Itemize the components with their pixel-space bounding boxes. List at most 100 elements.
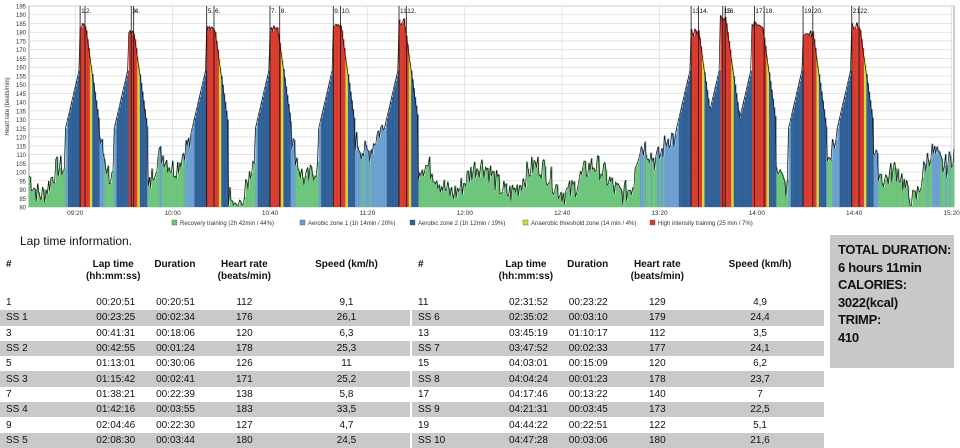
hr-zone-bar xyxy=(167,172,170,207)
hr-zone-bar xyxy=(165,163,167,207)
lap-cell: 00:20:51 xyxy=(156,297,195,309)
hr-zone-bar xyxy=(266,81,268,207)
hr-zone-bar xyxy=(736,93,738,207)
hr-zone-bar xyxy=(279,42,282,208)
lap-marker-label: 10. xyxy=(342,8,351,15)
lap-cell: 00:23:25 xyxy=(82,310,145,326)
hr-zone-bar xyxy=(803,36,805,208)
hr-zone-bar xyxy=(816,56,818,208)
hr-zone-bar xyxy=(879,174,882,207)
hr-zone-bar xyxy=(495,189,497,207)
hr-zone-bar xyxy=(514,188,517,207)
hr-zone-bar xyxy=(604,162,607,207)
hr-zone-bar xyxy=(83,24,86,208)
hr-zone-bar xyxy=(517,184,519,207)
hr-zone-bar xyxy=(133,33,136,207)
hr-zone-bar xyxy=(262,96,265,207)
hr-zone-bar xyxy=(674,146,676,207)
lap-cell: 00:42:55 xyxy=(82,340,145,357)
lap-cell: 176 xyxy=(205,310,283,326)
hr-zone-bar xyxy=(631,194,633,207)
hr-zone-bar xyxy=(786,196,788,207)
hr-zone-bar xyxy=(52,177,54,207)
hr-zone-bar xyxy=(416,105,418,207)
hr-zone-bar xyxy=(603,164,605,207)
trimp-value: 410 xyxy=(838,329,859,345)
hr-zone-bar xyxy=(210,29,212,207)
lap-cell: 129 xyxy=(648,297,666,309)
hr-zone-bar xyxy=(308,180,311,207)
hr-zone-bar xyxy=(71,102,74,207)
lap-cell: 4,7 xyxy=(339,419,354,431)
hr-zone-bar xyxy=(207,29,210,208)
hr-zone-bar xyxy=(99,137,102,207)
hr-zone-bar xyxy=(877,153,879,207)
hr-zone-bar xyxy=(862,47,865,207)
y-tick-label: 165 xyxy=(16,57,27,63)
hr-zone-bar xyxy=(895,167,897,207)
hr-zone-bar xyxy=(168,167,171,207)
hr-zone-bar xyxy=(940,155,943,207)
hr-zone-bar xyxy=(311,166,313,207)
hr-zone-bar xyxy=(142,91,144,207)
hr-zone-bar xyxy=(161,163,164,207)
hr-zone-bar xyxy=(686,86,688,207)
hr-zone-bar xyxy=(756,25,759,208)
hr-zone-bar xyxy=(482,169,485,207)
y-tick-label: 175 xyxy=(16,39,27,45)
hr-zone-bar xyxy=(548,182,551,207)
hr-zone-bar xyxy=(195,112,198,207)
hr-zone-bar xyxy=(737,102,739,207)
lap-cell: 00:03:55 xyxy=(144,402,206,418)
hr-zone-bar xyxy=(312,174,315,207)
hr-zone-bar xyxy=(943,172,945,207)
lap-cell: 25,2 xyxy=(282,371,410,387)
hr-zone-bar xyxy=(465,186,468,207)
lap-header-cell: Lap time (hh:mm:ss) xyxy=(498,259,554,282)
hr-zone-bar xyxy=(405,26,407,208)
hr-zone-bar xyxy=(251,173,254,207)
hr-zone-bar xyxy=(95,100,98,207)
hr-zone-bar xyxy=(177,161,179,207)
lap-cell: 00:13:22 xyxy=(568,388,608,400)
hr-zone-bar xyxy=(610,182,613,207)
y-tick-label: 95 xyxy=(19,179,26,185)
hr-zone-bar xyxy=(399,19,401,208)
hr-zone-bar xyxy=(397,70,400,208)
lap-cell: 23,7 xyxy=(696,371,824,387)
hr-zone-bar xyxy=(796,91,799,207)
hr-zone-bar xyxy=(61,175,64,207)
hr-zone-bar xyxy=(941,158,944,207)
lap-cell: 04:21:31 xyxy=(494,402,557,418)
hr-zone-bar xyxy=(353,117,356,207)
lap-cell: 01:38:21 xyxy=(96,388,136,400)
hr-zone-bar xyxy=(237,205,239,207)
lap-cell: 17 xyxy=(418,388,430,400)
hr-zone-bar xyxy=(542,161,545,207)
hr-zone-bar xyxy=(459,189,462,207)
hr-zone-bar xyxy=(70,107,72,207)
lap-cell: 9 xyxy=(6,419,12,431)
hr-zone-bar xyxy=(389,107,391,207)
hr-zone-bar xyxy=(558,198,560,207)
hr-zone-bar xyxy=(922,177,924,207)
lap-cell: 00:03:10 xyxy=(556,310,619,326)
hr-zone-bar xyxy=(361,159,363,207)
hr-zone-bar xyxy=(531,156,534,207)
hr-zone-bar xyxy=(400,24,402,207)
hr-zone-bar xyxy=(671,132,674,207)
lap-row: 15 04:03:01 00:15:09 120 6,2 xyxy=(412,356,824,371)
hr-zone-bar xyxy=(187,145,189,207)
hr-zone-bar xyxy=(78,70,81,208)
hr-zone-bar xyxy=(248,189,250,207)
lap-cell: 122 xyxy=(648,419,666,431)
hr-zone-bar xyxy=(927,152,929,207)
lap-table-left: # Lap time (hh:mm:ss) Duration Heart rate (… xyxy=(0,254,410,448)
hr-zone-bar xyxy=(654,169,657,207)
hr-zone-bar xyxy=(880,174,883,207)
hr-zone-bar xyxy=(125,81,127,207)
lap-cell: 04:03:01 xyxy=(508,358,548,370)
hr-zone-bar xyxy=(244,196,246,207)
hr-zone-bar xyxy=(390,102,392,207)
lap-section-title: Lap time information. xyxy=(20,234,133,248)
